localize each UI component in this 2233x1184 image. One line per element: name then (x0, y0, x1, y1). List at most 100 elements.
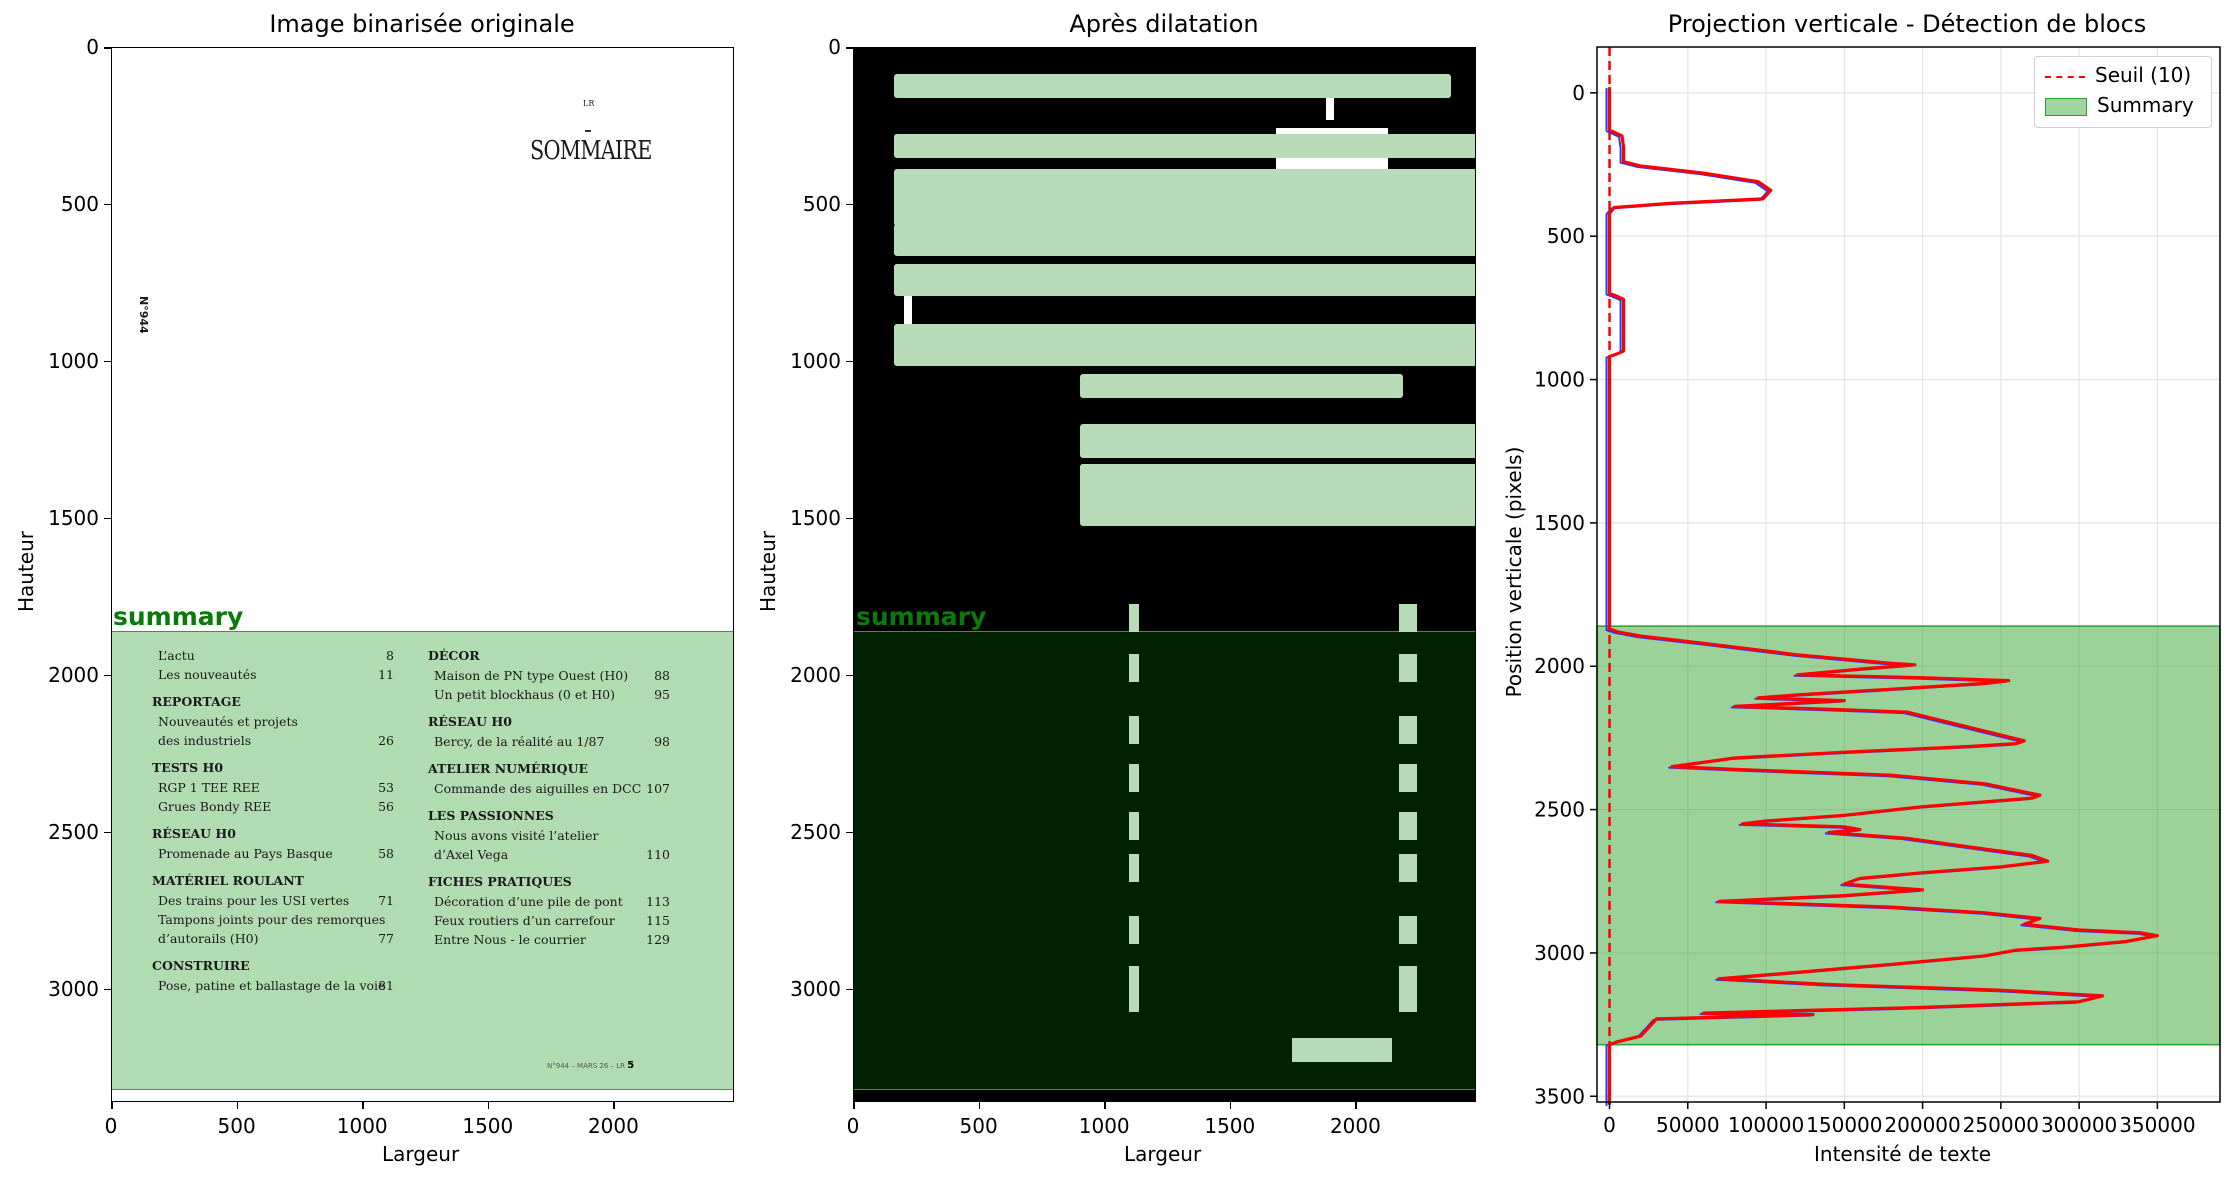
toc-section-heading: ATELIER NUMÉRIQUE (428, 761, 588, 776)
toc-page-number: 115 (646, 913, 670, 928)
left-y-tick-mark (104, 674, 111, 677)
toc-entry: Feux routiers d’un carrefour (434, 913, 615, 928)
left-y-tick-label: 500 (60, 191, 99, 216)
blob-left-column-line (894, 344, 1475, 366)
chart-legend: Seuil (10) Summary (2034, 56, 2212, 128)
left-y-tick-mark (104, 831, 111, 834)
mid-x-tick-label: 0 (846, 1114, 860, 1138)
blob-left-column-line (894, 74, 1451, 98)
toc-page-number: 53 (378, 780, 394, 795)
left-summary-label: summary (113, 602, 244, 631)
toc-entry: Tampons joints pour des remorques (158, 912, 386, 927)
toc-page-number: 98 (654, 734, 670, 749)
toc-section-heading: DÉCOR (428, 648, 480, 663)
right-x-tick-label: 350000 (2119, 1113, 2195, 1137)
toc-page-number: 88 (654, 668, 670, 683)
right-plot-frame (1596, 46, 2221, 1103)
blob-left-column-line (894, 134, 1475, 156)
mid-x-tick-mark (1355, 1102, 1357, 1109)
blob-right-column-line (1080, 484, 1475, 506)
left-panel-title: Image binarisée originale (269, 10, 575, 38)
blob-page-number (1399, 916, 1417, 944)
toc-entry: Maison de PN type Ouest (H0) (434, 668, 629, 683)
blob-right-column-line (1080, 464, 1475, 488)
summary-block-overlay (112, 631, 733, 1090)
left-y-tick-label: 2500 (48, 819, 99, 844)
blob-lr (1326, 92, 1334, 120)
footer-page-number: 5 (627, 1060, 635, 1071)
right-y-tick-label: 2500 (1534, 798, 1585, 822)
blob-right-column-line (1080, 504, 1475, 526)
toc-section-heading: CONSTRUIRE (152, 958, 250, 973)
mid-x-tick-label: 2000 (1329, 1114, 1381, 1138)
toc-page-number: 95 (654, 687, 670, 702)
sommaire-title: SOMMAIRE (530, 136, 652, 166)
right-x-tick-label: 50000 (1656, 1113, 1720, 1137)
right-panel-title: Projection verticale - Détection de bloc… (1667, 10, 2147, 38)
right-x-tick-label: 250000 (1963, 1113, 2039, 1137)
left-x-tick-mark (362, 1102, 364, 1109)
legend-summary-swatch (2045, 97, 2087, 116)
left-x-tick-mark (613, 1102, 615, 1109)
mid-y-tick-mark (846, 203, 853, 206)
left-y-tick-mark (104, 360, 111, 363)
mid-image-frame (853, 47, 1476, 1102)
blob-page-number (1399, 854, 1417, 882)
toc-section-heading: RÉSEAU H0 (152, 826, 236, 841)
right-x-tick-label: 300000 (2041, 1113, 2117, 1137)
toc-page-number: 58 (378, 846, 394, 861)
blob-page-number (1129, 764, 1139, 792)
blob-page-number (1399, 764, 1417, 792)
mid-summary-block-overlay (854, 631, 1475, 1090)
left-y-tick-label: 2000 (48, 662, 99, 687)
toc-section-heading: FICHES PRATIQUES (428, 874, 572, 889)
blob-page-number (1399, 654, 1417, 682)
legend-summary-item: Summary (2045, 93, 2194, 117)
mid-y-tick-mark (846, 517, 853, 520)
left-x-tick-mark (487, 1102, 490, 1109)
blob-page-number (1129, 916, 1139, 944)
page-footer: N°944 – MARS 26 – LR 5 (547, 1060, 634, 1071)
legend-summary-label: Summary (2097, 93, 2194, 117)
toc-entry: L’actu (158, 648, 195, 663)
right-x-axis-label: Intensité de texte (1814, 1142, 1992, 1166)
mid-x-tick-mark (853, 1102, 855, 1109)
toc-entry: Nouveautés et projets (158, 714, 298, 729)
toc-page-number: 129 (646, 932, 670, 947)
mid-y-tick-mark (846, 988, 853, 991)
right-y-tick-label: 0 (1572, 81, 1585, 105)
toc-page-number: 26 (378, 733, 394, 748)
toc-page-number: 110 (646, 847, 670, 862)
right-y-tick-label: 1000 (1534, 368, 1585, 392)
mid-y-tick-mark (846, 360, 853, 363)
toc-page-number: 107 (646, 781, 670, 796)
toc-page-number: 56 (378, 799, 394, 814)
right-x-tick-label: 150000 (1806, 1113, 1882, 1137)
blob-left-column-line (894, 324, 1475, 348)
footer-text: N°944 – MARS 26 – LR (547, 1062, 626, 1070)
blob-left-column-line (894, 169, 1475, 193)
blob-page-number (1129, 984, 1139, 1012)
mid-y-tick-mark (846, 674, 853, 677)
legend-threshold-label: Seuil (10) (2095, 63, 2192, 87)
mid-y-tick-label: 2500 (790, 819, 841, 844)
right-x-tick-label: 0 (1603, 1113, 1616, 1137)
left-x-tick-mark (236, 1102, 239, 1109)
left-x-tick-label: 500 (217, 1114, 256, 1138)
left-y-tick-label: 3000 (48, 976, 99, 1001)
right-x-tick-label: 100000 (1728, 1113, 1804, 1137)
right-y-tick-label: 3500 (1534, 1084, 1585, 1108)
toc-entry: Commande des aiguilles en DCC (434, 781, 642, 796)
legend-threshold-swatch (2045, 75, 2085, 78)
toc-page-number: 11 (378, 667, 394, 682)
toc-entry: Un petit blockhaus (0 et H0) (434, 687, 615, 702)
mid-y-tick-label: 500 (802, 191, 841, 216)
mid-y-tick-label: 2000 (790, 662, 841, 687)
sommaire-rule (585, 130, 591, 132)
mid-y-tick-label: 1500 (790, 505, 841, 530)
mid-y-tick-mark (846, 47, 853, 49)
left-x-tick-label: 0 (104, 1114, 118, 1138)
mid-x-tick-mark (1104, 1102, 1106, 1109)
mid-y-tick-label: 3000 (790, 976, 841, 1001)
